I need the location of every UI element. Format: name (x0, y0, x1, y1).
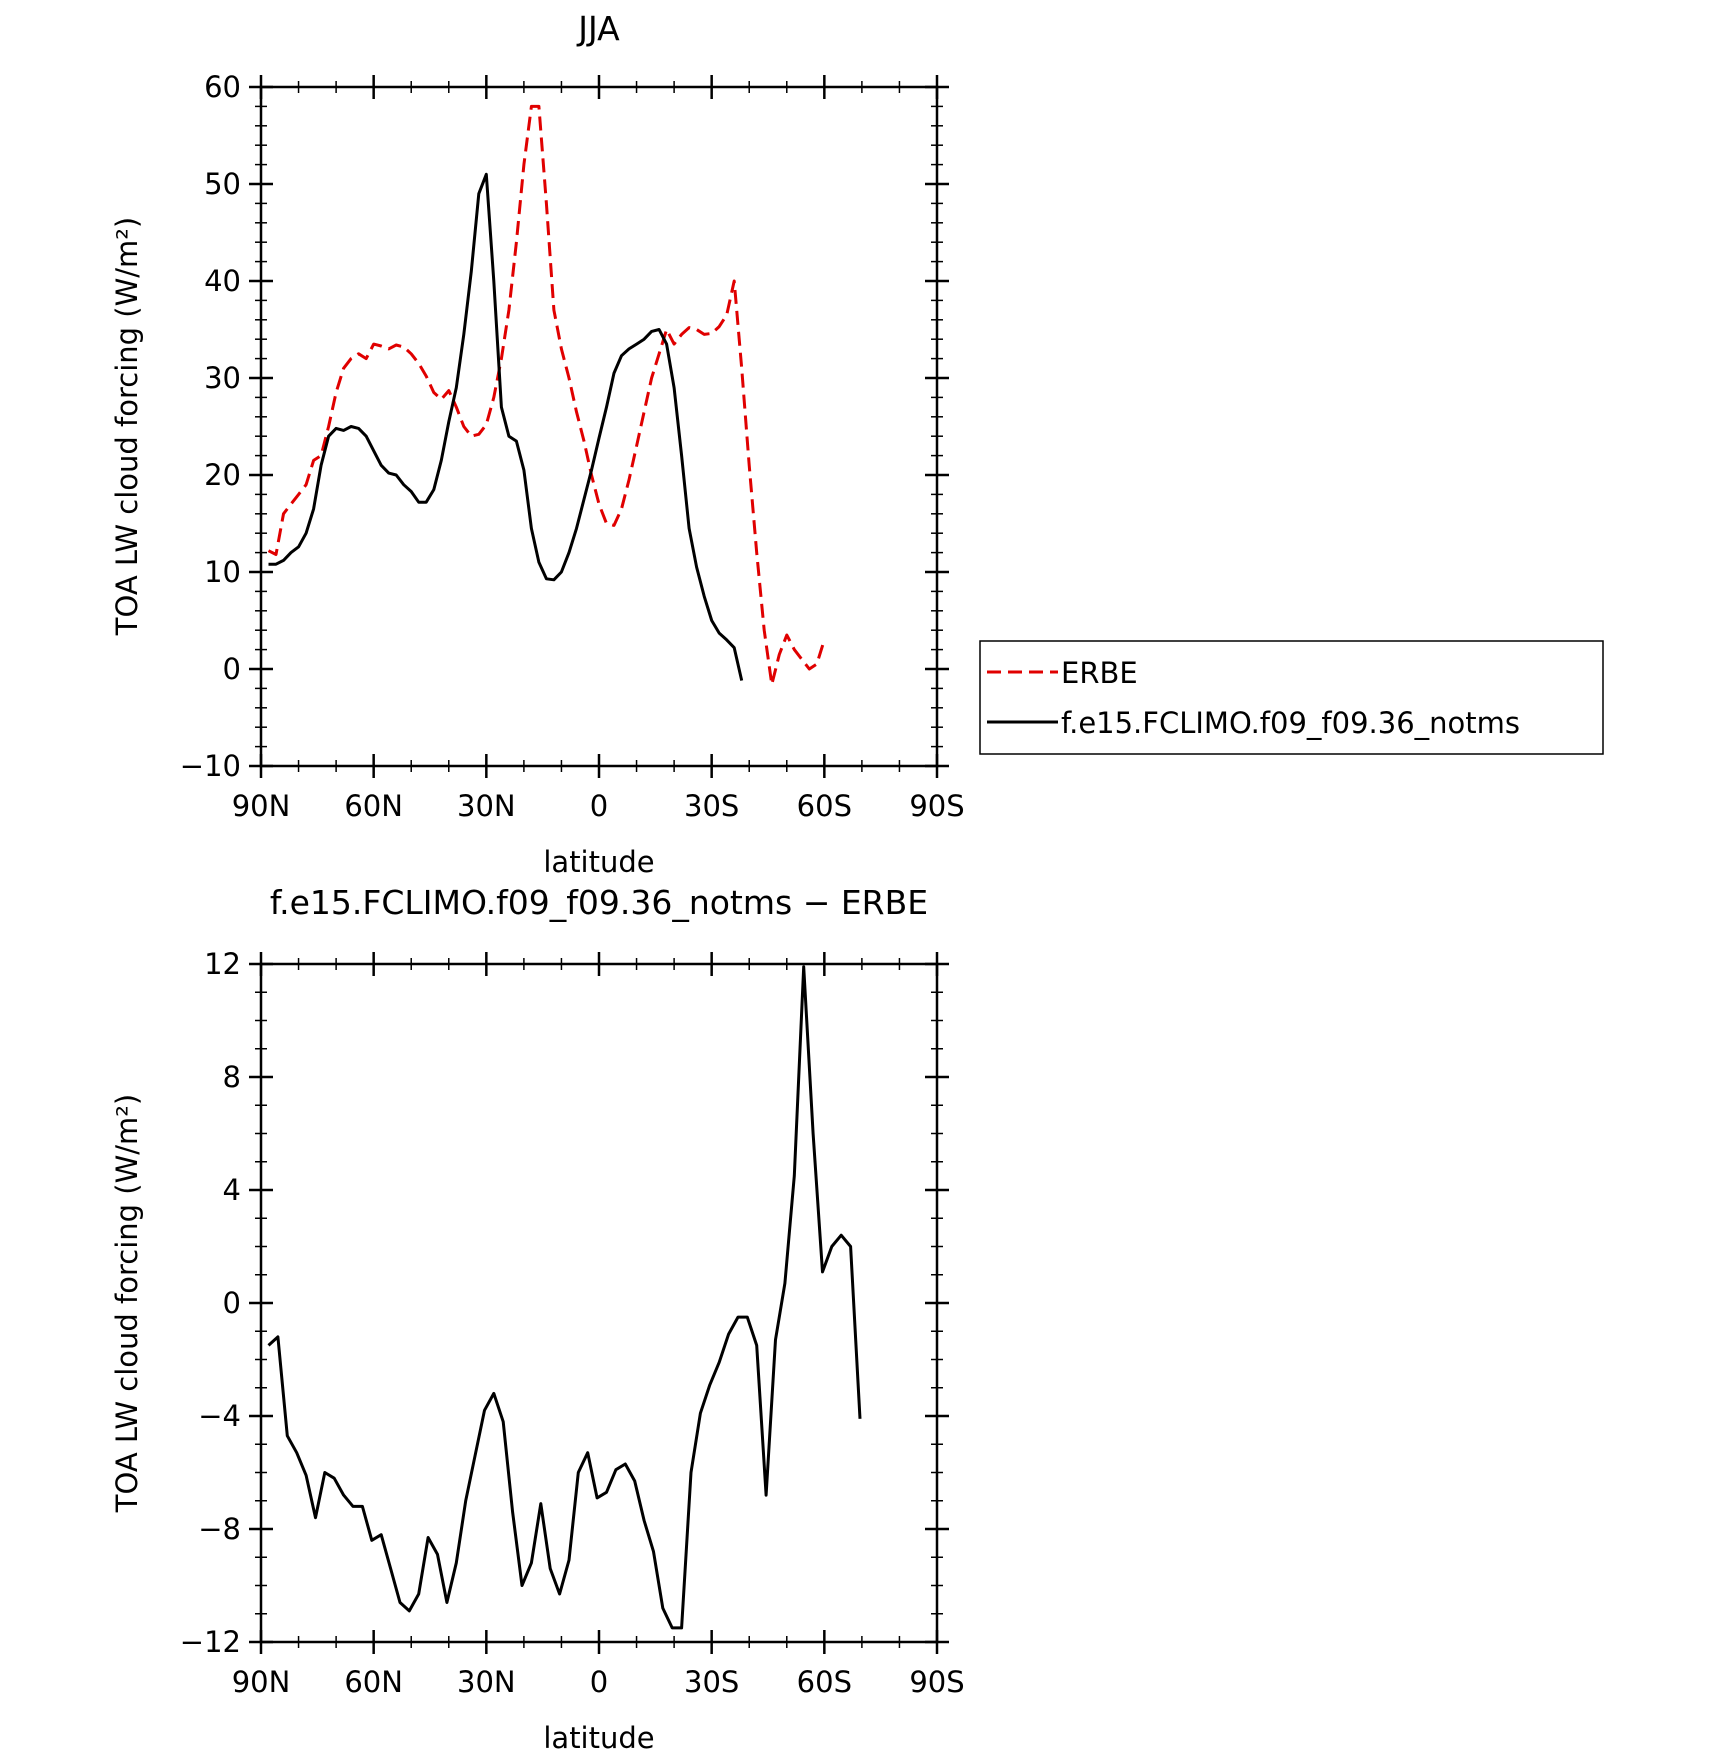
top-ytick-label: 0 (223, 652, 241, 686)
top-series-line-0 (267, 104, 826, 686)
legend: ERBE f.e15.FCLIMO.f09_f09.36_notms (979, 640, 1604, 755)
top-plot-area (267, 104, 826, 686)
top-xtick-label: 30N (457, 789, 516, 823)
bottom-xlabel: latitude (543, 1721, 654, 1755)
legend-model-label: f.e15.FCLIMO.f09_f09.36_notms (1061, 706, 1520, 740)
top-xtick-label: 30S (684, 789, 739, 823)
bottom-panel: f.e15.FCLIMO.f09_f09.36_notms − ERBE 12 8… (110, 883, 965, 1755)
top-xtick-label: 60N (344, 789, 403, 823)
bottom-xtick-label: 30N (457, 1665, 516, 1699)
legend-erbe-label: ERBE (1061, 656, 1138, 690)
bottom-plot-frame (259, 962, 939, 1644)
bottom-xtick-label: 90S (909, 1665, 964, 1699)
bottom-xtick-label: 60S (797, 1665, 852, 1699)
bottom-ytick-label: 0 (223, 1286, 241, 1320)
bottom-ytick-label: 8 (223, 1060, 241, 1094)
bottom-axes: 12 8 4 0 −4 −8 −12 90N 60N 30N 0 30S 60S 90S (180, 947, 965, 1699)
bottom-ytick-label: 12 (204, 947, 241, 981)
top-xtick-label: 60S (797, 789, 852, 823)
bottom-series-line-0 (267, 965, 862, 1630)
top-plot-frame (259, 85, 939, 768)
bottom-chart-title: f.e15.FCLIMO.f09_f09.36_notms − ERBE (270, 883, 928, 922)
legend-box (979, 640, 1604, 755)
bottom-ytick-label: −12 (180, 1625, 241, 1659)
bottom-xtick-label: 30S (684, 1665, 739, 1699)
top-ylabel: TOA LW cloud forcing (W/m²) (110, 217, 144, 636)
bottom-ytick-label: 4 (223, 1173, 241, 1207)
bottom-plot-area (267, 965, 862, 1630)
bottom-ytick-label: −4 (198, 1399, 241, 1433)
top-xtick-label: 0 (590, 789, 608, 823)
top-ytick-label: 30 (204, 361, 241, 395)
top-xtick-label: 90S (909, 789, 964, 823)
top-ytick-label: 10 (204, 555, 241, 589)
top-chart-title: JJA (576, 9, 620, 48)
bottom-xtick-label: 90N (232, 1665, 291, 1699)
top-ytick-label: −10 (180, 749, 241, 783)
top-ytick-label: 60 (204, 70, 241, 104)
bottom-ylabel: TOA LW cloud forcing (W/m²) (110, 1094, 144, 1513)
top-ytick-label: 20 (204, 458, 241, 492)
top-axes: 60 50 40 30 20 10 0 −10 90N 60N 30N 0 30S 60S 90S (180, 70, 965, 823)
bottom-xtick-label: 60N (344, 1665, 403, 1699)
top-series-line-1 (268, 172, 744, 681)
bottom-ytick-label: −8 (198, 1512, 241, 1546)
top-xtick-label: 90N (232, 789, 291, 823)
top-xlabel: latitude (543, 845, 654, 879)
top-ytick-label: 40 (204, 264, 241, 298)
top-ytick-label: 50 (204, 167, 241, 201)
bottom-xtick-label: 0 (590, 1665, 608, 1699)
